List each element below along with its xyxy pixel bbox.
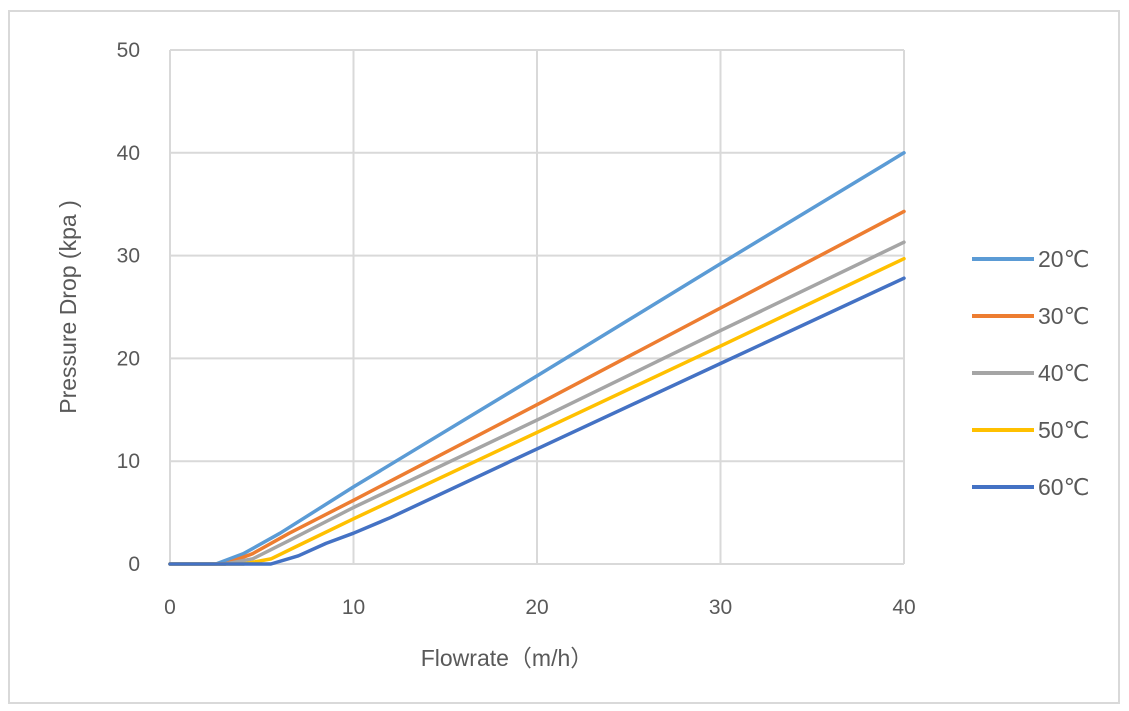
legend-item: 60℃	[972, 474, 1089, 500]
legend-item: 30℃	[972, 303, 1089, 329]
legend-label: 30℃	[1038, 303, 1089, 329]
legend-label: 50℃	[1038, 417, 1089, 443]
line-chart: 0 10 20 30 40 50 0 10 20 30 40 20℃ 30℃ 40℃ 50℃ 60℃ Flo…	[55, 39, 1089, 671]
series-layer	[168, 151, 906, 566]
y-tick-label: 50	[117, 39, 140, 62]
x-tick-label: 30	[709, 596, 732, 619]
x-axis-title: Flowrate（m/h）	[421, 645, 594, 671]
chart-frame: 0 10 20 30 40 50 0 10 20 30 40 20℃ 30℃ 40℃ 50℃ 60℃ Flo…	[8, 10, 1120, 704]
y-tick-label: 20	[117, 347, 140, 370]
legend-item: 40℃	[972, 360, 1089, 386]
y-tick-label: 10	[117, 450, 140, 473]
x-tick-label: 20	[525, 596, 548, 619]
y-tick-label: 30	[117, 245, 140, 268]
legend: 20℃ 30℃ 40℃ 50℃ 60℃	[972, 246, 1089, 500]
legend-item: 20℃	[972, 246, 1089, 272]
y-axis-title: Pressure Drop (kpa )	[55, 200, 81, 413]
legend-label: 40℃	[1038, 360, 1089, 386]
y-tick-label: 40	[117, 142, 140, 165]
grid-layer	[169, 49, 905, 565]
y-tick-label: 0	[128, 553, 140, 576]
x-tick-label: 0	[164, 596, 176, 619]
legend-label: 20℃	[1038, 246, 1089, 272]
x-tick-label: 40	[892, 596, 915, 619]
legend-item: 50℃	[972, 417, 1089, 443]
axis-layer: 0 10 20 30 40 50 0 10 20 30 40	[117, 39, 916, 619]
series-line-5	[168, 276, 906, 566]
legend-label: 60℃	[1038, 474, 1089, 500]
x-tick-label: 10	[342, 596, 365, 619]
